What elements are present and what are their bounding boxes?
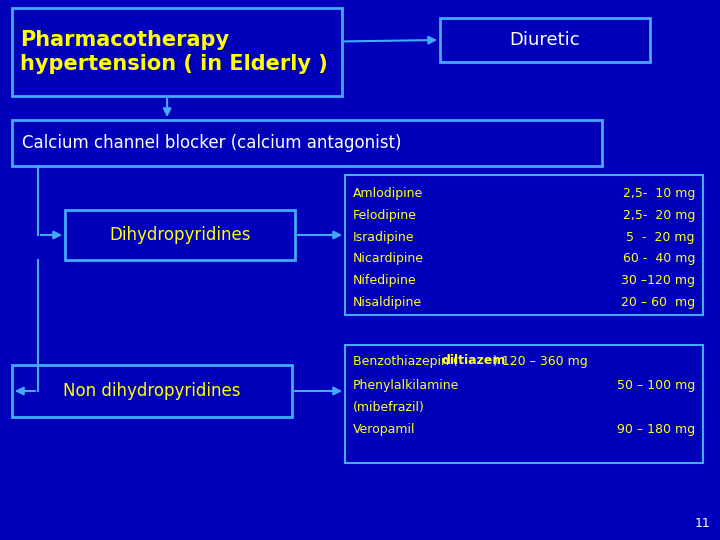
Bar <box>12 365 292 417</box>
Bar <box>345 175 703 315</box>
Text: diltiazem: diltiazem <box>441 354 505 368</box>
Text: 20 – 60  mg: 20 – 60 mg <box>621 296 695 309</box>
Bar <box>12 120 602 166</box>
Bar <box>12 8 342 96</box>
Text: ) 120 – 360 mg: ) 120 – 360 mg <box>493 354 588 368</box>
Text: 5  -  20 mg: 5 - 20 mg <box>626 231 695 244</box>
Text: Nicardipine: Nicardipine <box>353 252 424 265</box>
Text: Non dihydropyridines: Non dihydropyridines <box>63 382 240 400</box>
Bar <box>65 210 295 260</box>
Text: 30 –120 mg: 30 –120 mg <box>621 274 695 287</box>
Text: Benzothiazepin (: Benzothiazepin ( <box>353 354 458 368</box>
Text: Felodipine: Felodipine <box>353 209 417 222</box>
Text: Pharmacotherapy
hypertension ( in Elderly ): Pharmacotherapy hypertension ( in Elderl… <box>20 30 328 75</box>
Text: Diuretic: Diuretic <box>510 31 580 49</box>
Text: Amlodipine: Amlodipine <box>353 187 423 200</box>
Text: Nifedipine: Nifedipine <box>353 274 417 287</box>
Text: 60 -  40 mg: 60 - 40 mg <box>623 252 695 265</box>
Text: 90 – 180 mg: 90 – 180 mg <box>617 422 695 435</box>
Bar <box>345 345 703 463</box>
Text: Phenylalkilamine: Phenylalkilamine <box>353 379 459 392</box>
Text: 11: 11 <box>694 517 710 530</box>
Text: 2,5-  20 mg: 2,5- 20 mg <box>623 209 695 222</box>
Bar <box>440 18 650 62</box>
Text: 50 – 100 mg: 50 – 100 mg <box>617 379 695 392</box>
Text: Isradipine: Isradipine <box>353 231 415 244</box>
Text: (mibefrazil): (mibefrazil) <box>353 401 425 414</box>
Text: Nisaldipine: Nisaldipine <box>353 296 422 309</box>
Text: Dihydropyridines: Dihydropyridines <box>109 226 251 244</box>
Text: Veropamil: Veropamil <box>353 422 415 435</box>
Text: 2,5-  10 mg: 2,5- 10 mg <box>623 187 695 200</box>
Text: Calcium channel blocker (calcium antagonist): Calcium channel blocker (calcium antagon… <box>22 134 402 152</box>
